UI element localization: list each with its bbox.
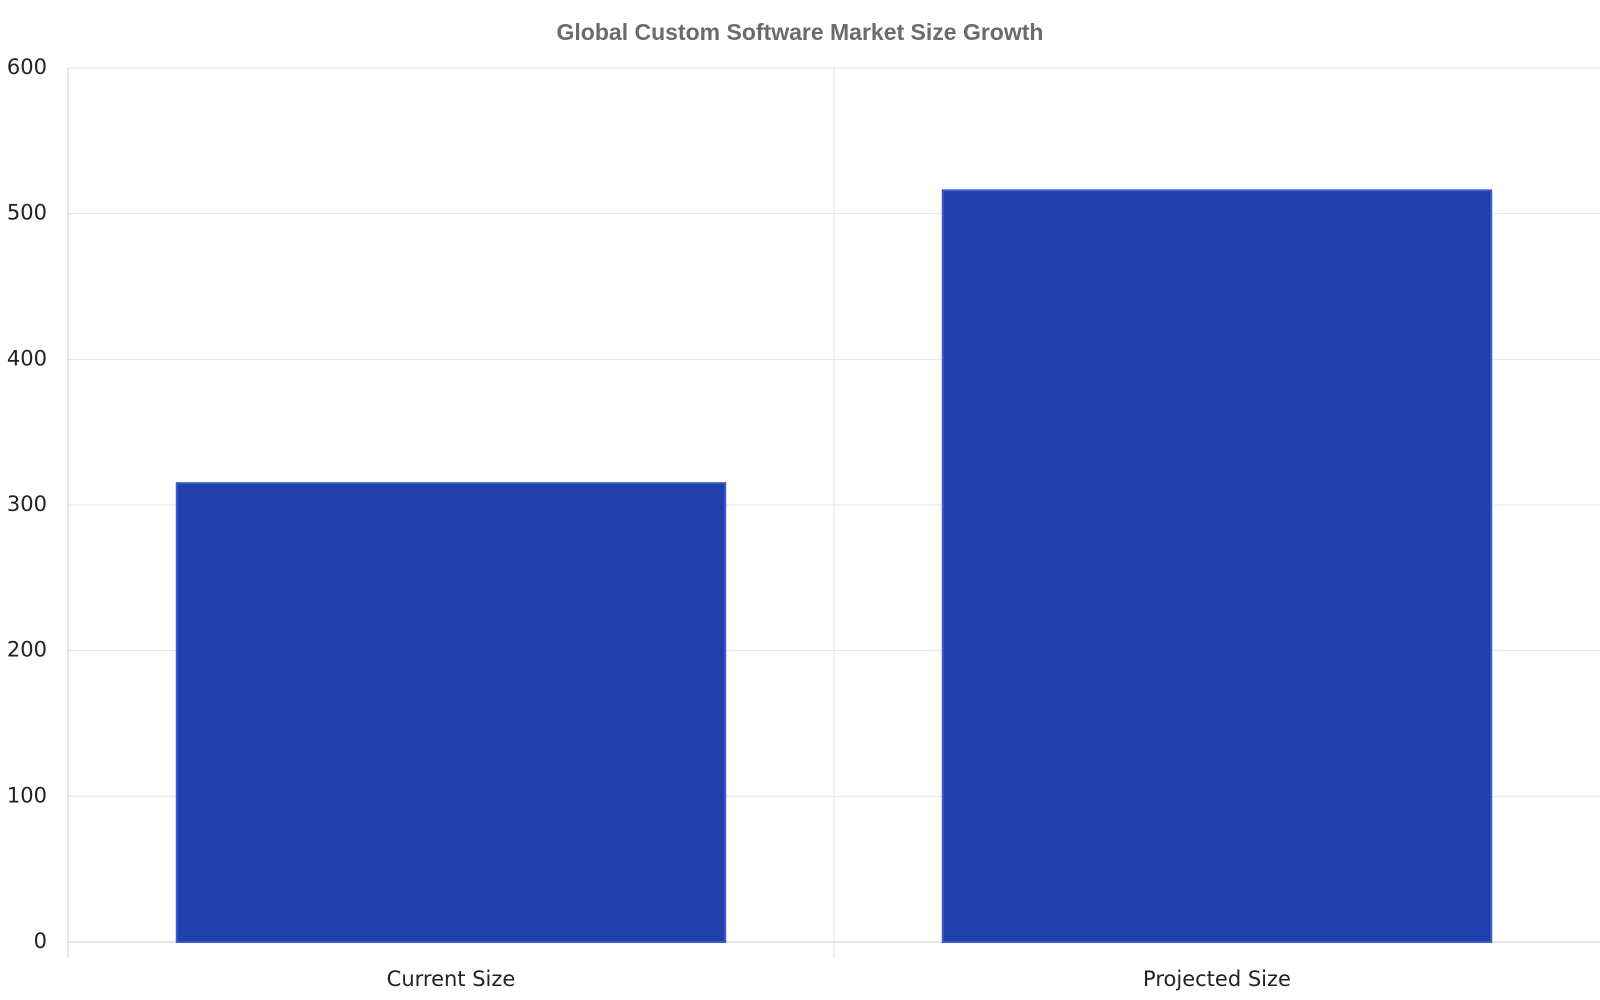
- y-tick-label: 400: [7, 346, 47, 370]
- y-tick-label: 600: [7, 55, 47, 79]
- chart-title: Global Custom Software Market Size Growt…: [557, 19, 1044, 45]
- y-tick-label: 100: [7, 783, 47, 807]
- bar: [175, 482, 727, 943]
- x-tick-label: Projected Size: [1143, 967, 1291, 991]
- y-tick-label: 200: [7, 638, 47, 662]
- y-tick-label: 500: [7, 201, 47, 225]
- x-tick-label: Current Size: [387, 967, 516, 991]
- bar: [941, 189, 1493, 944]
- y-tick-label: 0: [34, 929, 47, 953]
- y-tick-label: 300: [7, 492, 47, 516]
